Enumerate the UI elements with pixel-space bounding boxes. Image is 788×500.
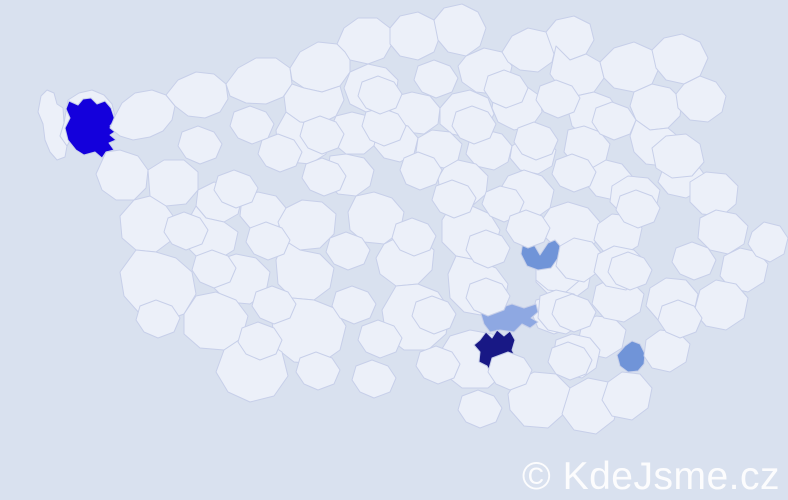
district-decin[interactable] — [433, 3, 487, 57]
district-interior-ag[interactable] — [671, 241, 717, 281]
district-karlovy-vary[interactable] — [109, 89, 176, 141]
district-interior-n[interactable] — [357, 319, 403, 359]
district-interior-w[interactable] — [513, 121, 559, 161]
district-interior-m[interactable] — [331, 285, 377, 325]
district-interior-l[interactable] — [251, 285, 297, 325]
district-interior-j[interactable] — [505, 209, 551, 249]
district-interior-ai[interactable] — [357, 75, 403, 115]
district-usti-nad-orlici-n[interactable] — [675, 75, 727, 123]
district-interior-ae[interactable] — [657, 299, 703, 339]
district-opava[interactable] — [697, 209, 749, 255]
district-karvina[interactable] — [747, 221, 788, 263]
district-interior-p[interactable] — [295, 351, 341, 391]
district-interior-af[interactable] — [607, 251, 653, 291]
district-rychnov[interactable] — [629, 83, 683, 131]
district-interior-v[interactable] — [451, 105, 497, 145]
district-trutnov[interactable] — [599, 41, 661, 93]
watermark-kdejsme: © KdeJsme.cz — [522, 455, 780, 498]
district-interior-o[interactable] — [415, 345, 461, 385]
district-interior-h[interactable] — [391, 217, 437, 257]
district-interior-c[interactable] — [431, 179, 477, 219]
district-interior-ao[interactable] — [237, 321, 283, 361]
district-nachod[interactable] — [651, 33, 709, 85]
district-layer[interactable] — [37, 3, 788, 435]
district-interior-ab[interactable] — [411, 295, 457, 335]
district-interior-t[interactable] — [177, 125, 223, 165]
district-interior-f[interactable] — [245, 221, 291, 261]
district-interior-aa[interactable] — [465, 277, 511, 317]
district-jesenik[interactable] — [651, 133, 705, 179]
district-interior-aj[interactable] — [413, 59, 459, 99]
district-northwest-sokolov[interactable] — [64, 97, 117, 159]
district-interior-q[interactable] — [163, 211, 209, 251]
district-interior-y[interactable] — [615, 189, 661, 229]
district-interior-am[interactable] — [591, 101, 637, 141]
district-interior-g[interactable] — [325, 231, 371, 271]
district-pisek[interactable] — [275, 239, 335, 301]
district-interior-x[interactable] — [551, 153, 597, 193]
district-interior-e[interactable] — [301, 157, 347, 197]
district-uherske-hradiste[interactable] — [601, 371, 653, 421]
district-tachov[interactable] — [95, 149, 149, 201]
district-domazlice[interactable] — [119, 195, 177, 253]
district-interior-ap[interactable] — [351, 359, 397, 399]
district-ostrava[interactable] — [719, 247, 769, 293]
district-breclav[interactable] — [507, 371, 571, 429]
district-interior-al[interactable] — [535, 79, 581, 119]
district-interior-an[interactable] — [135, 299, 181, 339]
district-interior-ac[interactable] — [487, 351, 533, 391]
district-usti-nad-labem[interactable] — [389, 11, 441, 61]
district-interior-ak[interactable] — [483, 69, 529, 109]
district-interior-aq[interactable] — [457, 389, 503, 429]
district-interior-k[interactable] — [191, 249, 237, 289]
district-interior-u[interactable] — [229, 105, 275, 145]
district-interior-z[interactable] — [551, 293, 597, 333]
district-interior-i[interactable] — [465, 229, 511, 269]
district-interior-s[interactable] — [257, 133, 303, 173]
district-bruntal[interactable] — [689, 171, 739, 217]
district-southeast-zlin[interactable] — [616, 340, 646, 373]
district-ostrov[interactable] — [165, 71, 229, 119]
district-interior-ad[interactable] — [547, 341, 593, 381]
district-interior-ah[interactable] — [299, 115, 345, 155]
district-interior-a[interactable] — [399, 151, 443, 191]
district-interior-r[interactable] — [213, 169, 259, 209]
